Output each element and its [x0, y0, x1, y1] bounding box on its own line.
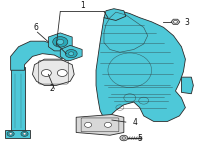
- Text: 6: 6: [33, 23, 38, 32]
- Circle shape: [85, 122, 92, 127]
- Circle shape: [53, 37, 68, 47]
- Polygon shape: [76, 115, 124, 135]
- Polygon shape: [96, 11, 185, 121]
- Circle shape: [174, 20, 177, 23]
- Circle shape: [57, 39, 64, 44]
- Text: 1: 1: [80, 1, 84, 10]
- Circle shape: [41, 70, 51, 76]
- Text: 5: 5: [138, 134, 143, 143]
- Circle shape: [9, 133, 12, 135]
- Polygon shape: [32, 59, 74, 85]
- Text: 2: 2: [50, 84, 55, 93]
- Polygon shape: [5, 130, 30, 138]
- Polygon shape: [11, 67, 25, 135]
- Circle shape: [104, 122, 112, 127]
- Polygon shape: [60, 45, 82, 61]
- Text: 7: 7: [53, 36, 58, 45]
- Polygon shape: [104, 9, 126, 20]
- Circle shape: [69, 52, 74, 55]
- Polygon shape: [171, 19, 180, 24]
- Circle shape: [120, 135, 128, 141]
- Polygon shape: [48, 33, 72, 51]
- Text: 4: 4: [133, 118, 138, 127]
- Text: 3: 3: [184, 18, 189, 27]
- Circle shape: [65, 50, 77, 58]
- Circle shape: [7, 131, 14, 136]
- Polygon shape: [11, 41, 62, 70]
- Circle shape: [23, 133, 26, 135]
- Circle shape: [57, 70, 67, 76]
- Circle shape: [21, 131, 28, 136]
- Polygon shape: [181, 77, 193, 94]
